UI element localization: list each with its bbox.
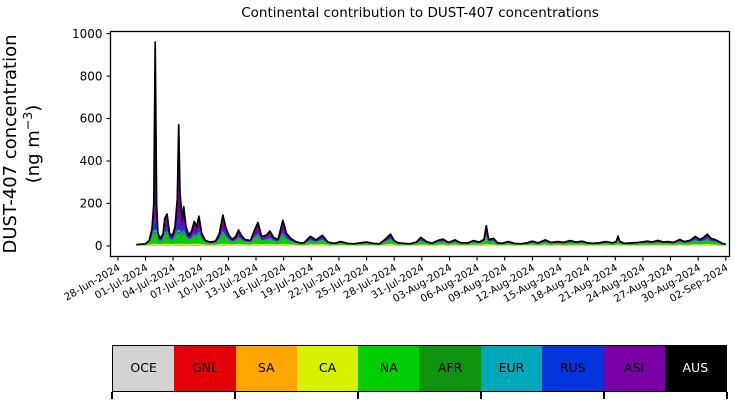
legend-cell-NA: NA — [358, 346, 420, 391]
legend-label: CA — [318, 360, 337, 376]
legend-cell-OCE: OCE — [113, 346, 175, 391]
axes: 0200400600800100028-Jun-202401-Jul-20240… — [63, 27, 731, 305]
legend-cell-EUR: EUR — [480, 346, 543, 391]
legend-label: AUS — [682, 360, 709, 376]
y-unit-exponent: −3 — [20, 112, 35, 130]
legend-cell-GNL: GNL — [174, 346, 236, 391]
legend-tick — [726, 392, 728, 399]
legend-tick — [111, 392, 113, 399]
legend-label: AFR — [437, 360, 463, 376]
area-AFR — [136, 231, 726, 246]
area-GNL — [136, 245, 726, 246]
y-axis-label-line2: (ng m−3) — [20, 105, 44, 184]
legend-cell-AUS: AUS — [664, 346, 726, 391]
area-AUS — [136, 42, 726, 245]
legend-label: EUR — [498, 360, 525, 376]
y-tick-label: 200 — [80, 197, 103, 211]
legend-tick — [357, 392, 359, 399]
legend-label: SA — [257, 360, 275, 376]
legend-cell-SA: SA — [235, 346, 297, 391]
y-unit-suffix: ) — [23, 105, 44, 112]
legend-tick — [480, 392, 482, 399]
legend-cell-ASI: ASI — [603, 346, 665, 391]
legend-cell-CA: CA — [296, 346, 359, 391]
legend-cell-RUS: RUS — [542, 346, 604, 391]
legend-label: NA — [379, 360, 398, 376]
legend-tick — [603, 392, 605, 399]
area-OCE — [136, 245, 726, 246]
dust-concentration-chart: 0200400600800100028-Jun-202401-Jul-20240… — [0, 5, 731, 305]
plot-border — [109, 30, 731, 258]
area-ASI — [136, 42, 726, 245]
area-CA — [136, 243, 726, 246]
legend-tick — [234, 392, 236, 399]
y-tick-label: 1000 — [72, 27, 103, 41]
y-tick-label: 800 — [80, 69, 103, 83]
total-envelope-line — [136, 41, 727, 246]
legend-label: ASI — [623, 360, 645, 376]
area-NA — [136, 234, 726, 246]
y-tick-label: 400 — [80, 154, 103, 168]
continent-legend: OCE GNL SA CA NA AFR EUR RUS ASI AUS — [112, 345, 727, 392]
legend-label: OCE — [130, 360, 157, 376]
legend-label: GNL — [191, 360, 218, 376]
area-SA — [136, 244, 726, 246]
y-tick-label: 600 — [80, 112, 103, 126]
chart-title: Continental contribution to DUST-407 con… — [241, 5, 599, 21]
y-axis-label-line1: DUST-407 concentration — [0, 34, 21, 253]
legend-label: RUS — [559, 360, 586, 376]
y-tick-label: 0 — [95, 239, 103, 253]
stacked-areas — [136, 41, 727, 246]
y-unit-prefix: (ng m — [23, 130, 44, 183]
legend-cell-AFR: AFR — [419, 346, 481, 391]
